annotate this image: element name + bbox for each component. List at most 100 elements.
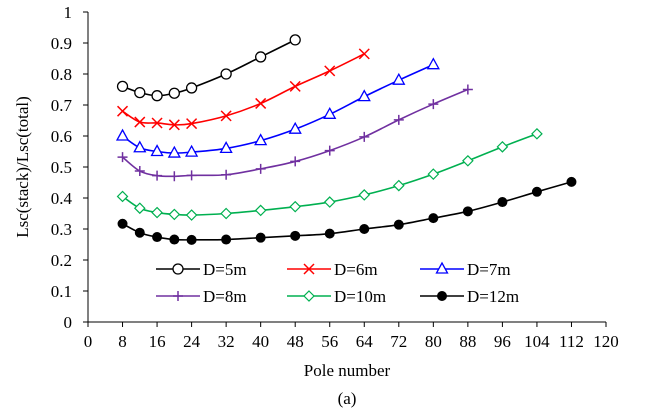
x-tick-label: 40 [252, 332, 269, 351]
data-point [186, 234, 197, 245]
legend-marker [435, 261, 449, 274]
x-tick-label: 88 [459, 332, 476, 351]
data-point [133, 202, 146, 215]
legend-item: D=7m [420, 260, 511, 279]
data-point [289, 200, 302, 213]
series-d-12m [117, 176, 577, 245]
data-point [566, 176, 577, 187]
data-point [116, 190, 129, 203]
legend-label: D=7m [467, 260, 511, 279]
x-tick-label: 64 [356, 332, 374, 351]
data-point [290, 156, 301, 167]
data-point [359, 131, 370, 142]
figure-caption: (a) [338, 389, 357, 408]
y-tick-label: 0.2 [51, 251, 72, 270]
legend-marker [303, 290, 315, 302]
legend-label: D=5m [203, 260, 247, 279]
data-point [393, 219, 404, 230]
data-point [115, 128, 130, 141]
data-point [531, 127, 543, 140]
data-point [185, 144, 199, 157]
data-point [185, 82, 198, 94]
data-point [134, 227, 145, 238]
data-point [428, 99, 439, 110]
data-point [357, 89, 371, 102]
data-point [462, 84, 473, 95]
x-tick-label: 120 [593, 332, 619, 351]
y-tick-label: 0.5 [51, 158, 72, 177]
series-line [122, 63, 434, 154]
data-point [152, 232, 163, 243]
y-tick-label: 0.9 [51, 34, 72, 53]
data-point [323, 106, 337, 119]
data-point [168, 208, 181, 221]
y-axis-title: Lsc(stack)/Lsc(total) [13, 96, 32, 238]
y-tick-label: 0.1 [51, 282, 72, 301]
data-point [117, 152, 128, 163]
legend-item: D=8m [156, 287, 247, 306]
data-point [427, 168, 440, 180]
x-tick-label: 16 [149, 332, 166, 351]
data-point [289, 34, 301, 46]
data-point [255, 232, 266, 243]
data-point [254, 133, 268, 146]
x-tick-label: 80 [425, 332, 442, 351]
y-tick-label: 0.6 [51, 127, 72, 146]
legend-item: D=6m [287, 260, 378, 279]
y-tick-label: 0 [64, 313, 73, 332]
legend-marker [437, 291, 447, 301]
data-point [221, 234, 232, 245]
data-point [134, 116, 146, 128]
data-point [323, 196, 336, 208]
data-point [531, 186, 542, 197]
series-d-6m [117, 48, 370, 131]
data-point [497, 197, 508, 208]
series-d-8m [117, 84, 473, 182]
x-tick-label: 8 [118, 332, 127, 351]
data-point [393, 114, 404, 125]
data-point [220, 110, 232, 122]
data-point [186, 118, 198, 130]
legend-label: D=8m [203, 287, 247, 306]
data-point [358, 48, 370, 60]
data-point [428, 213, 439, 224]
x-tick-label: 104 [524, 332, 550, 351]
data-point [221, 169, 232, 180]
data-point [151, 117, 163, 129]
data-point [290, 230, 301, 241]
data-point [254, 204, 267, 217]
x-tick-label: 48 [287, 332, 304, 351]
data-point [186, 170, 197, 181]
y-tick-label: 0.3 [51, 220, 72, 239]
data-point [324, 228, 335, 239]
data-point [219, 141, 233, 154]
y-tick-label: 1 [64, 3, 73, 22]
data-point [168, 87, 180, 99]
data-point [358, 189, 371, 201]
series-line [122, 53, 365, 126]
data-point [359, 224, 370, 234]
data-point [117, 218, 128, 229]
data-point [288, 121, 302, 134]
legend-label: D=12m [467, 287, 519, 306]
x-axis-title: Pole number [304, 361, 391, 380]
series-line [122, 39, 296, 97]
legend-marker [303, 263, 315, 275]
data-point [116, 80, 129, 93]
data-point [392, 72, 406, 85]
data-point [289, 80, 301, 92]
x-tick-label: 24 [183, 332, 201, 351]
data-point [462, 206, 473, 217]
data-point [324, 145, 335, 156]
data-point [496, 141, 509, 153]
data-point [324, 65, 336, 77]
data-point [426, 57, 440, 70]
series-d-7m [115, 57, 440, 158]
x-tick-label: 32 [218, 332, 235, 351]
data-point [133, 140, 147, 153]
y-tick-label: 0.8 [51, 65, 72, 84]
data-point [462, 154, 474, 167]
data-point [151, 206, 163, 219]
legend-item: D=5m [156, 260, 247, 279]
